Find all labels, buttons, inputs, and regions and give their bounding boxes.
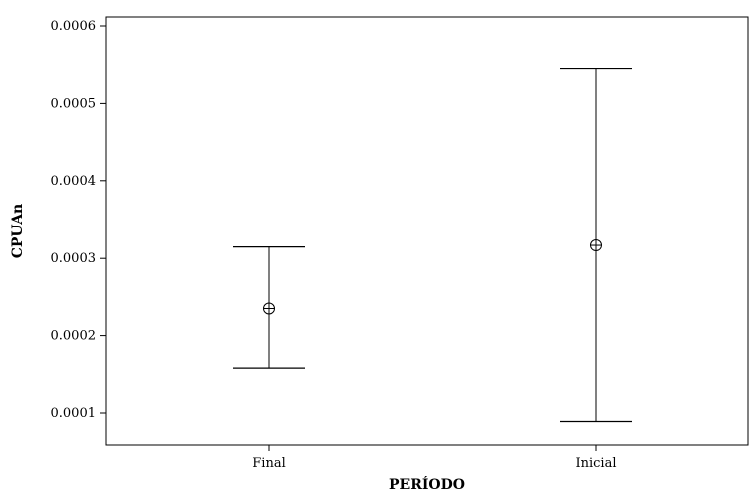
x-tick-label: Inicial: [575, 456, 616, 471]
y-axis: 0.0001 0.0002 0.0003 0.0004 0.0005 0.0006: [51, 19, 106, 421]
mean-marker: [590, 239, 602, 252]
mean-marker: [263, 302, 275, 315]
y-tick-label: 0.0001: [51, 406, 97, 421]
interval-inicial: [560, 67, 632, 423]
x-tick-label: Final: [252, 456, 285, 471]
y-tick-label: 0.0004: [51, 174, 97, 189]
y-tick-label: 0.0005: [51, 96, 97, 111]
y-tick-label: 0.0006: [51, 19, 97, 34]
x-axis-title: PERÍODO: [389, 475, 465, 493]
x-axis: Final Inicial: [252, 445, 617, 471]
interval-marks: [233, 67, 632, 423]
plot-frame: [105, 16, 749, 446]
y-tick-label: 0.0003: [51, 251, 97, 266]
interval-final: [233, 245, 305, 369]
y-tick-label: 0.0002: [51, 329, 97, 344]
y-axis-title: CPUAn: [10, 204, 26, 259]
